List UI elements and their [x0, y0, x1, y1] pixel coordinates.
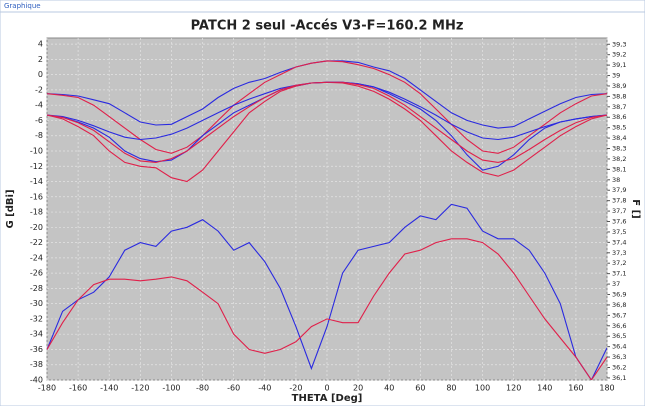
- y2-tick-label: 37,6: [612, 218, 626, 226]
- y2-tick-label: 38: [612, 176, 620, 184]
- window-title: Graphique: [4, 2, 41, 10]
- x-tick-label: -180: [38, 384, 56, 393]
- x-tick-label: 0: [324, 384, 329, 393]
- y-tick-label: -26: [30, 269, 43, 278]
- y-tick-label: -8: [35, 131, 43, 140]
- y2-tick-label: 38,4: [612, 134, 626, 142]
- y2-tick-label: 36,7: [612, 311, 626, 319]
- y2-tick-label: 39: [612, 72, 620, 80]
- y-tick-label: -40: [30, 376, 43, 385]
- y-tick-label: -34: [30, 330, 43, 339]
- y-tick-label: -14: [30, 177, 43, 186]
- y2-tick-label: 36,4: [612, 343, 626, 351]
- x-axis-title: THETA [Deg]: [292, 393, 363, 404]
- y-tick-label: -32: [30, 314, 43, 323]
- x-tick-label: -140: [100, 384, 118, 393]
- y2-tick-label: 38,7: [612, 103, 626, 111]
- y2-tick-label: 36,3: [612, 353, 626, 361]
- y-tick-label: -12: [30, 162, 43, 171]
- chart-title: PATCH 2 seul -Accés V3-F=160.2 MHz: [191, 19, 464, 34]
- x-tick-label: 100: [475, 384, 490, 393]
- x-tick-label: -100: [162, 384, 180, 393]
- x-tick-label: -60: [227, 384, 240, 393]
- x-tick-label: -80: [196, 384, 209, 393]
- y2-tick-label: 36,1: [612, 374, 626, 382]
- y2-tick-label: 39,1: [612, 61, 626, 69]
- x-tick-label: 180: [599, 384, 614, 393]
- y2-tick-label: 38,6: [612, 113, 626, 121]
- y2-tick-label: 36,6: [612, 322, 626, 330]
- y2-tick-label: 38,8: [612, 92, 626, 100]
- y-tick-label: -4: [35, 101, 43, 110]
- plot-area: [46, 37, 608, 381]
- x-tick-label: -160: [69, 384, 87, 393]
- y2-tick-label: 37,2: [612, 259, 626, 267]
- y-tick-label: -28: [30, 284, 43, 293]
- y2-tick-label: 38,3: [612, 145, 626, 153]
- y2-tick-label: 37,8: [612, 197, 626, 205]
- x-tick-label: 120: [506, 384, 521, 393]
- y2-axis-title: F []: [630, 199, 641, 218]
- y2-tick-label: 36,8: [612, 301, 626, 309]
- y2-tick-label: 38,2: [612, 155, 626, 163]
- y2-tick-label: 37,9: [612, 186, 626, 194]
- series-line: [47, 238, 607, 380]
- y-tick-label: -30: [30, 299, 43, 308]
- y2-tick-label: 37,1: [612, 270, 626, 278]
- x-tick-label: 160: [568, 384, 583, 393]
- x-tick-label: -120: [131, 384, 149, 393]
- series-line: [47, 81, 607, 163]
- y2-tick-label: 37,5: [612, 228, 626, 236]
- x-tick-label: 60: [415, 384, 425, 393]
- y-tick-label: -16: [30, 192, 43, 201]
- y-tick-label: 2: [38, 55, 43, 64]
- y2-tick-label: 37,7: [612, 207, 626, 215]
- y2-tick-label: 37,4: [612, 238, 626, 246]
- y2-tick-label: 39,2: [612, 51, 626, 59]
- y2-tick-label: 36,5: [612, 332, 626, 340]
- y2-tick-label: 38,9: [612, 82, 626, 90]
- y-tick-label: -10: [30, 146, 43, 155]
- y-tick-label: -38: [30, 360, 43, 369]
- y2-tick-label: 38,5: [612, 124, 626, 132]
- y-tick-label: -22: [30, 238, 43, 247]
- x-tick-label: 20: [353, 384, 363, 393]
- x-tick-label: 40: [384, 384, 394, 393]
- y2-tick-label: 37,3: [612, 249, 626, 257]
- y-tick-label: -36: [30, 345, 43, 354]
- y-axis-title: G [dBi]: [5, 189, 16, 228]
- x-tick-label: -20: [289, 384, 302, 393]
- y2-tick-label: 36,9: [612, 291, 626, 299]
- y2-tick-label: 38,1: [612, 165, 626, 173]
- y-tick-label: -24: [30, 253, 43, 262]
- x-tick-label: 80: [446, 384, 456, 393]
- y-tick-label: 0: [38, 70, 43, 79]
- y2-tick-label: 37: [612, 280, 620, 288]
- y-tick-label: -6: [35, 116, 43, 125]
- series-line: [47, 203, 607, 380]
- y2-tick-label: 39,3: [612, 40, 626, 48]
- y-tick-label: -2: [35, 85, 43, 94]
- y-tick-label: 4: [38, 40, 43, 49]
- y-tick-label: -20: [30, 223, 43, 232]
- y2-tick-label: 36,2: [612, 363, 626, 371]
- x-tick-label: 140: [537, 384, 552, 393]
- x-tick-label: -40: [258, 384, 271, 393]
- y-tick-label: -18: [30, 208, 43, 217]
